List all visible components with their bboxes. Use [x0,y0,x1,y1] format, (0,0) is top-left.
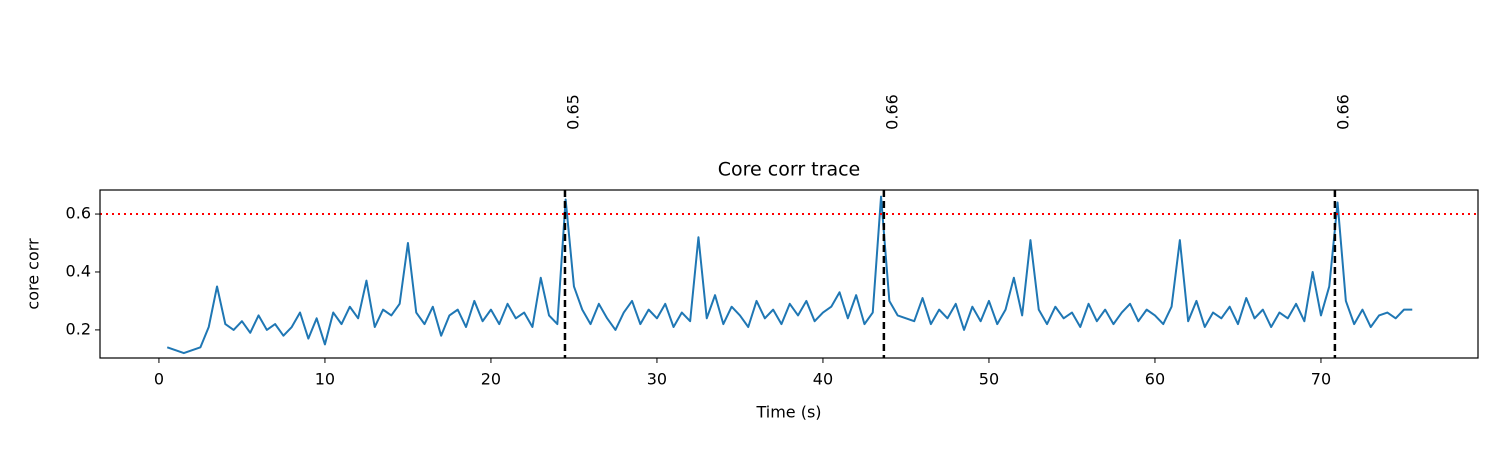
marker-label: 0.66 [1333,94,1352,130]
x-tick-label: 60 [1145,370,1165,389]
x-axis-label: Time (s) [755,403,821,422]
x-tick-label: 50 [979,370,999,389]
x-tick-label: 40 [813,370,833,389]
y-tick-label: 0.6 [66,204,91,223]
plot-frame [99,189,1479,359]
marker-label: 0.66 [882,94,901,130]
x-tick-label: 20 [481,370,501,389]
marker-label: 0.65 [563,94,582,130]
y-tick-label: 0.2 [66,319,91,338]
x-tick-label: 10 [315,370,335,389]
y-tick-label: 0.4 [66,261,91,280]
x-tick-label: 30 [647,370,667,389]
chart-title: Core corr trace [718,159,860,181]
x-tick-label: 0 [154,370,164,389]
x-tick-label: 70 [1311,370,1331,389]
y-axis-label: core corr [24,238,43,310]
data-line [166,195,1413,355]
